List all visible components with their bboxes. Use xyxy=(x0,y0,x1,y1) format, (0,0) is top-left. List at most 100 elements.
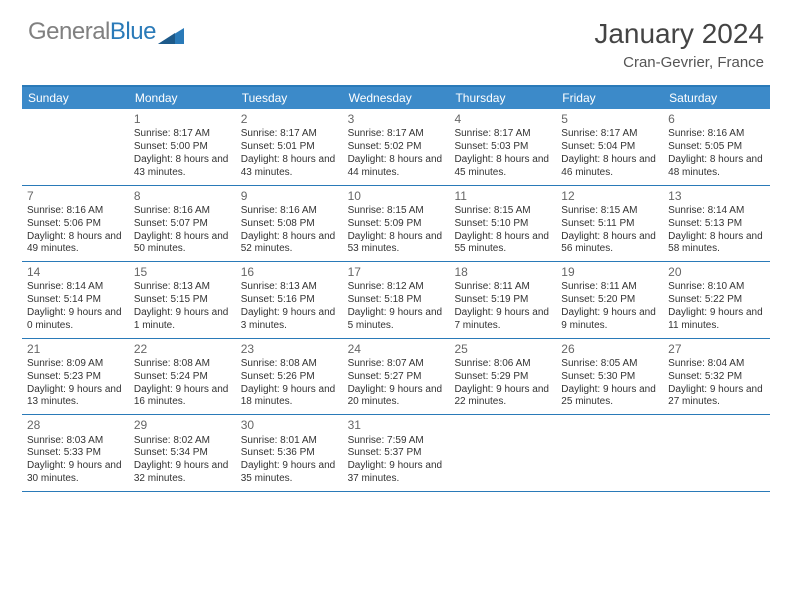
day-cell-3: 3Sunrise: 8:17 AMSunset: 5:02 PMDaylight… xyxy=(343,109,450,185)
daylight-text: Daylight: 9 hours and 0 minutes. xyxy=(27,307,124,333)
day-number: 11 xyxy=(454,189,551,204)
daylight-text: Daylight: 9 hours and 18 minutes. xyxy=(241,384,338,410)
day-number: 30 xyxy=(241,418,338,433)
daylight-text: Daylight: 8 hours and 50 minutes. xyxy=(134,231,231,257)
sunrise-text: Sunrise: 8:14 AM xyxy=(27,281,124,294)
daylight-text: Daylight: 9 hours and 27 minutes. xyxy=(668,384,765,410)
sunrise-text: Sunrise: 8:17 AM xyxy=(241,128,338,141)
sunrise-text: Sunrise: 8:17 AM xyxy=(561,128,658,141)
sunset-text: Sunset: 5:05 PM xyxy=(668,141,765,154)
dow-friday: Friday xyxy=(556,87,663,109)
day-cell-8: 8Sunrise: 8:16 AMSunset: 5:07 PMDaylight… xyxy=(129,186,236,262)
day-cell-6: 6Sunrise: 8:16 AMSunset: 5:05 PMDaylight… xyxy=(663,109,770,185)
day-number: 26 xyxy=(561,342,658,357)
sunrise-text: Sunrise: 8:13 AM xyxy=(241,281,338,294)
daylight-text: Daylight: 8 hours and 55 minutes. xyxy=(454,231,551,257)
brand-triangle-icon xyxy=(158,26,184,44)
day-number: 16 xyxy=(241,265,338,280)
day-cell-29: 29Sunrise: 8:02 AMSunset: 5:34 PMDayligh… xyxy=(129,415,236,491)
sunrise-text: Sunrise: 8:09 AM xyxy=(27,358,124,371)
day-cell-21: 21Sunrise: 8:09 AMSunset: 5:23 PMDayligh… xyxy=(22,339,129,415)
sunrise-text: Sunrise: 8:01 AM xyxy=(241,435,338,448)
day-number: 17 xyxy=(348,265,445,280)
daylight-text: Daylight: 9 hours and 13 minutes. xyxy=(27,384,124,410)
day-number: 4 xyxy=(454,112,551,127)
sunrise-text: Sunrise: 8:15 AM xyxy=(348,205,445,218)
dow-wednesday: Wednesday xyxy=(343,87,450,109)
day-cell-12: 12Sunrise: 8:15 AMSunset: 5:11 PMDayligh… xyxy=(556,186,663,262)
day-number: 12 xyxy=(561,189,658,204)
daylight-text: Daylight: 8 hours and 48 minutes. xyxy=(668,154,765,180)
page-title: January 2024 xyxy=(594,18,764,50)
brand-logo: GeneralBlue xyxy=(28,18,184,46)
day-cell-23: 23Sunrise: 8:08 AMSunset: 5:26 PMDayligh… xyxy=(236,339,343,415)
day-cell-14: 14Sunrise: 8:14 AMSunset: 5:14 PMDayligh… xyxy=(22,262,129,338)
dow-thursday: Thursday xyxy=(449,87,556,109)
brand-text-1: General xyxy=(28,18,110,46)
day-cell-4: 4Sunrise: 8:17 AMSunset: 5:03 PMDaylight… xyxy=(449,109,556,185)
sunset-text: Sunset: 5:06 PM xyxy=(27,218,124,231)
sunset-text: Sunset: 5:13 PM xyxy=(668,218,765,231)
sunrise-text: Sunrise: 8:06 AM xyxy=(454,358,551,371)
daylight-text: Daylight: 9 hours and 30 minutes. xyxy=(27,460,124,486)
sunrise-text: Sunrise: 8:12 AM xyxy=(348,281,445,294)
sunrise-text: Sunrise: 8:17 AM xyxy=(454,128,551,141)
day-number: 8 xyxy=(134,189,231,204)
sunset-text: Sunset: 5:32 PM xyxy=(668,371,765,384)
sunrise-text: Sunrise: 8:16 AM xyxy=(27,205,124,218)
daylight-text: Daylight: 8 hours and 45 minutes. xyxy=(454,154,551,180)
sunrise-text: Sunrise: 7:59 AM xyxy=(348,435,445,448)
dow-tuesday: Tuesday xyxy=(236,87,343,109)
day-cell-empty xyxy=(449,415,556,491)
sunrise-text: Sunrise: 8:07 AM xyxy=(348,358,445,371)
day-number: 3 xyxy=(348,112,445,127)
sunset-text: Sunset: 5:03 PM xyxy=(454,141,551,154)
sunset-text: Sunset: 5:22 PM xyxy=(668,294,765,307)
day-number: 29 xyxy=(134,418,231,433)
sunset-text: Sunset: 5:36 PM xyxy=(241,447,338,460)
day-cell-26: 26Sunrise: 8:05 AMSunset: 5:30 PMDayligh… xyxy=(556,339,663,415)
daylight-text: Daylight: 9 hours and 1 minute. xyxy=(134,307,231,333)
daylight-text: Daylight: 9 hours and 7 minutes. xyxy=(454,307,551,333)
sunrise-text: Sunrise: 8:17 AM xyxy=(348,128,445,141)
daylight-text: Daylight: 8 hours and 49 minutes. xyxy=(27,231,124,257)
sunrise-text: Sunrise: 8:05 AM xyxy=(561,358,658,371)
day-cell-16: 16Sunrise: 8:13 AMSunset: 5:16 PMDayligh… xyxy=(236,262,343,338)
sunset-text: Sunset: 5:16 PM xyxy=(241,294,338,307)
day-number: 28 xyxy=(27,418,124,433)
day-cell-empty xyxy=(663,415,770,491)
day-number: 10 xyxy=(348,189,445,204)
daylight-text: Daylight: 8 hours and 46 minutes. xyxy=(561,154,658,180)
calendar-table: SundayMondayTuesdayWednesdayThursdayFrid… xyxy=(22,85,770,492)
week-row: 21Sunrise: 8:09 AMSunset: 5:23 PMDayligh… xyxy=(22,339,770,416)
sunset-text: Sunset: 5:20 PM xyxy=(561,294,658,307)
sunrise-text: Sunrise: 8:17 AM xyxy=(134,128,231,141)
sunset-text: Sunset: 5:15 PM xyxy=(134,294,231,307)
day-cell-17: 17Sunrise: 8:12 AMSunset: 5:18 PMDayligh… xyxy=(343,262,450,338)
day-cell-empty xyxy=(22,109,129,185)
day-cell-15: 15Sunrise: 8:13 AMSunset: 5:15 PMDayligh… xyxy=(129,262,236,338)
day-cell-13: 13Sunrise: 8:14 AMSunset: 5:13 PMDayligh… xyxy=(663,186,770,262)
daylight-text: Daylight: 9 hours and 37 minutes. xyxy=(348,460,445,486)
sunrise-text: Sunrise: 8:04 AM xyxy=(668,358,765,371)
sunset-text: Sunset: 5:00 PM xyxy=(134,141,231,154)
day-number: 24 xyxy=(348,342,445,357)
day-number: 2 xyxy=(241,112,338,127)
day-cell-19: 19Sunrise: 8:11 AMSunset: 5:20 PMDayligh… xyxy=(556,262,663,338)
sunset-text: Sunset: 5:30 PM xyxy=(561,371,658,384)
daylight-text: Daylight: 8 hours and 43 minutes. xyxy=(134,154,231,180)
day-cell-27: 27Sunrise: 8:04 AMSunset: 5:32 PMDayligh… xyxy=(663,339,770,415)
day-of-week-header: SundayMondayTuesdayWednesdayThursdayFrid… xyxy=(22,87,770,109)
day-number: 15 xyxy=(134,265,231,280)
sunrise-text: Sunrise: 8:13 AM xyxy=(134,281,231,294)
sunset-text: Sunset: 5:08 PM xyxy=(241,218,338,231)
sunrise-text: Sunrise: 8:08 AM xyxy=(134,358,231,371)
daylight-text: Daylight: 8 hours and 56 minutes. xyxy=(561,231,658,257)
day-cell-1: 1Sunrise: 8:17 AMSunset: 5:00 PMDaylight… xyxy=(129,109,236,185)
daylight-text: Daylight: 9 hours and 9 minutes. xyxy=(561,307,658,333)
daylight-text: Daylight: 8 hours and 43 minutes. xyxy=(241,154,338,180)
title-block: January 2024 Cran-Gevrier, France xyxy=(594,18,764,71)
day-cell-11: 11Sunrise: 8:15 AMSunset: 5:10 PMDayligh… xyxy=(449,186,556,262)
day-number: 18 xyxy=(454,265,551,280)
sunrise-text: Sunrise: 8:16 AM xyxy=(241,205,338,218)
